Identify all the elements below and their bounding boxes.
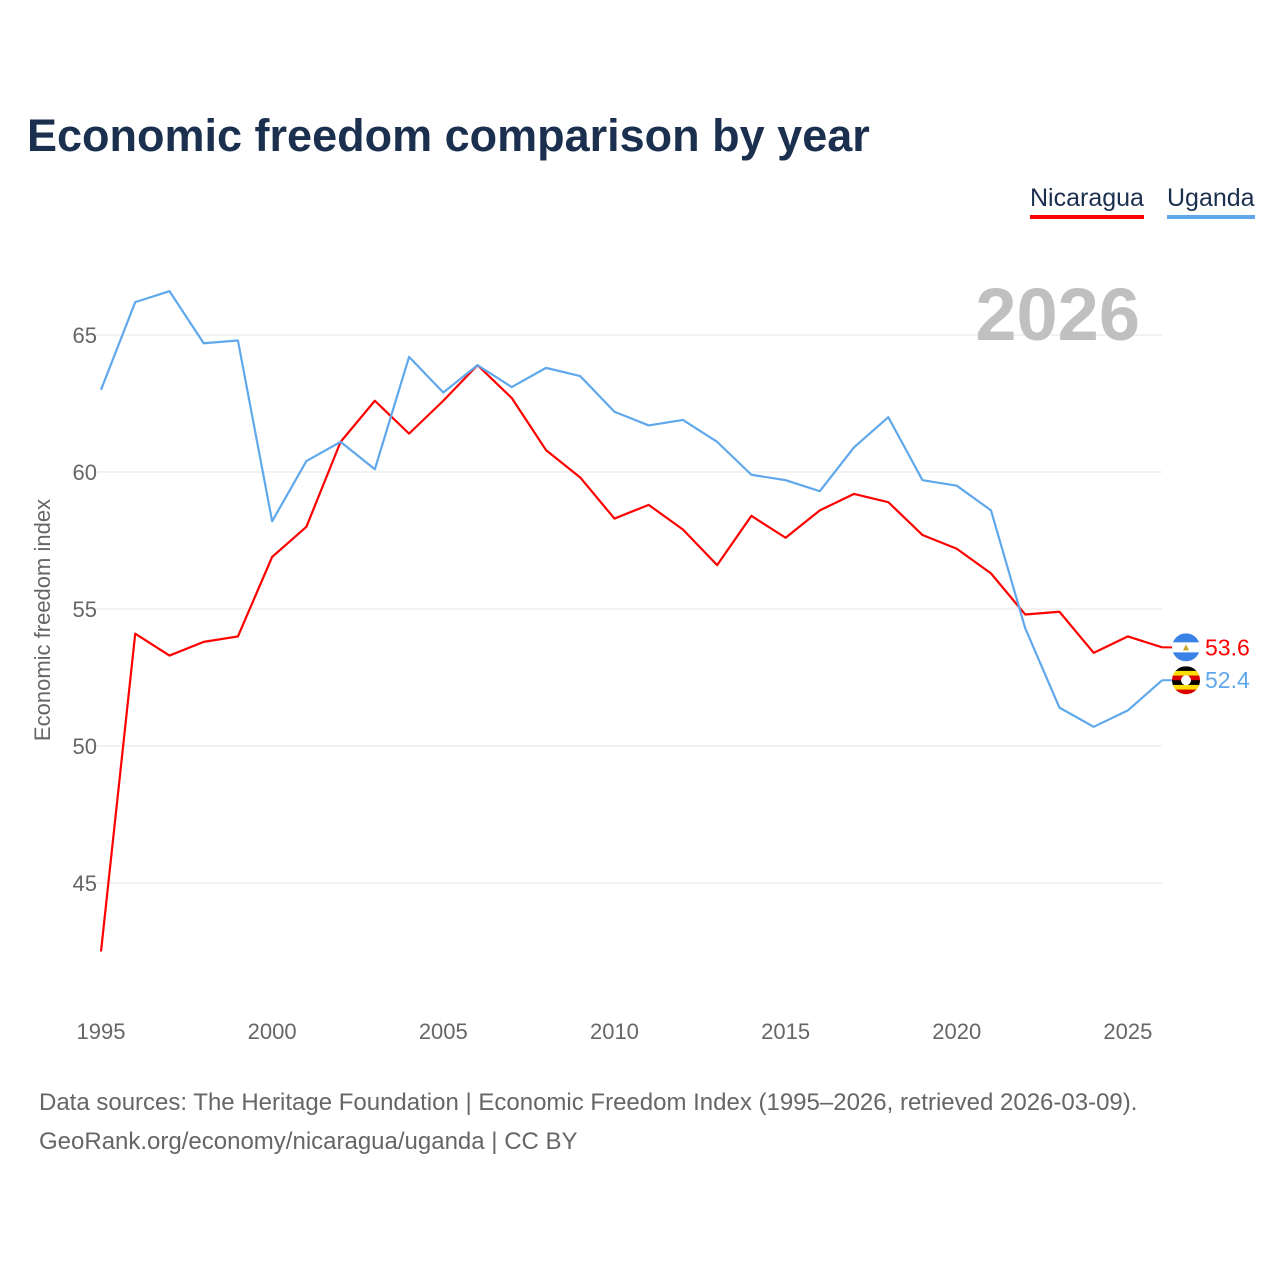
x-tick-label: 2005 bbox=[419, 1019, 468, 1044]
data-sources: Data sources: The Heritage Foundation | … bbox=[39, 1089, 1138, 1116]
nicaragua-flag-icon bbox=[1172, 633, 1200, 662]
y-tick-label: 65 bbox=[73, 323, 97, 348]
end-value-label: 53.6 bbox=[1205, 634, 1250, 660]
x-tick-label: 2000 bbox=[248, 1019, 297, 1044]
x-tick-label: 2020 bbox=[932, 1019, 981, 1044]
y-axis-label: Economic freedom index bbox=[30, 499, 55, 741]
y-tick-label: 50 bbox=[73, 734, 97, 759]
end-value-label: 52.4 bbox=[1205, 667, 1250, 693]
x-tick-label: 2025 bbox=[1103, 1019, 1152, 1044]
y-tick-label: 60 bbox=[73, 460, 97, 485]
legend-nicaragua[interactable]: Nicaragua bbox=[1030, 184, 1144, 219]
uganda-flag-icon bbox=[1172, 666, 1200, 695]
x-tick-label: 2015 bbox=[761, 1019, 810, 1044]
legend-uganda[interactable]: Uganda bbox=[1167, 184, 1255, 219]
x-tick-label: 1995 bbox=[77, 1019, 126, 1044]
credit-link[interactable]: GeoRank.org/economy/nicaragua/uganda | C… bbox=[39, 1128, 578, 1155]
series-line-nicaragua bbox=[99, 364, 1163, 952]
y-tick-label: 45 bbox=[73, 871, 97, 896]
y-tick-label: 55 bbox=[73, 597, 97, 622]
year-watermark: 2026 bbox=[975, 273, 1140, 356]
series-line-uganda bbox=[99, 290, 1163, 728]
x-tick-label: 2010 bbox=[590, 1019, 639, 1044]
chart-title: Economic freedom comparison by year bbox=[27, 110, 870, 161]
